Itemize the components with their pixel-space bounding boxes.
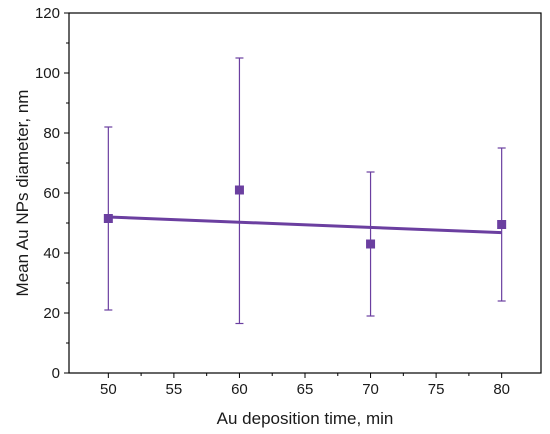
data-point xyxy=(497,220,507,229)
y-tick-label: 20 xyxy=(43,305,60,322)
x-tick-label: 60 xyxy=(231,381,248,398)
fit-line xyxy=(108,215,502,235)
y-tick-label: 40 xyxy=(43,245,60,262)
data-point xyxy=(103,214,113,223)
x-tick-label: 55 xyxy=(166,381,183,398)
y-tick-label: 100 xyxy=(35,65,60,82)
plot-frame xyxy=(68,12,542,374)
data-point xyxy=(366,239,376,249)
y-tick-label: 0 xyxy=(52,365,60,382)
x-axis-label: Au deposition time, min xyxy=(217,409,394,428)
x-tick-label: 75 xyxy=(428,381,445,398)
y-tick-label: 120 xyxy=(35,5,60,22)
x-tick-label: 65 xyxy=(297,381,314,398)
x-tick-label: 50 xyxy=(100,381,117,398)
y-tick-label: 60 xyxy=(43,185,60,202)
x-tick-label: 80 xyxy=(493,381,510,398)
x-tick-label: 70 xyxy=(362,381,379,398)
y-axis-label: Mean Au NPs diameter, nm xyxy=(13,90,32,297)
y-tick-label: 80 xyxy=(43,125,60,142)
data-point xyxy=(234,185,244,195)
